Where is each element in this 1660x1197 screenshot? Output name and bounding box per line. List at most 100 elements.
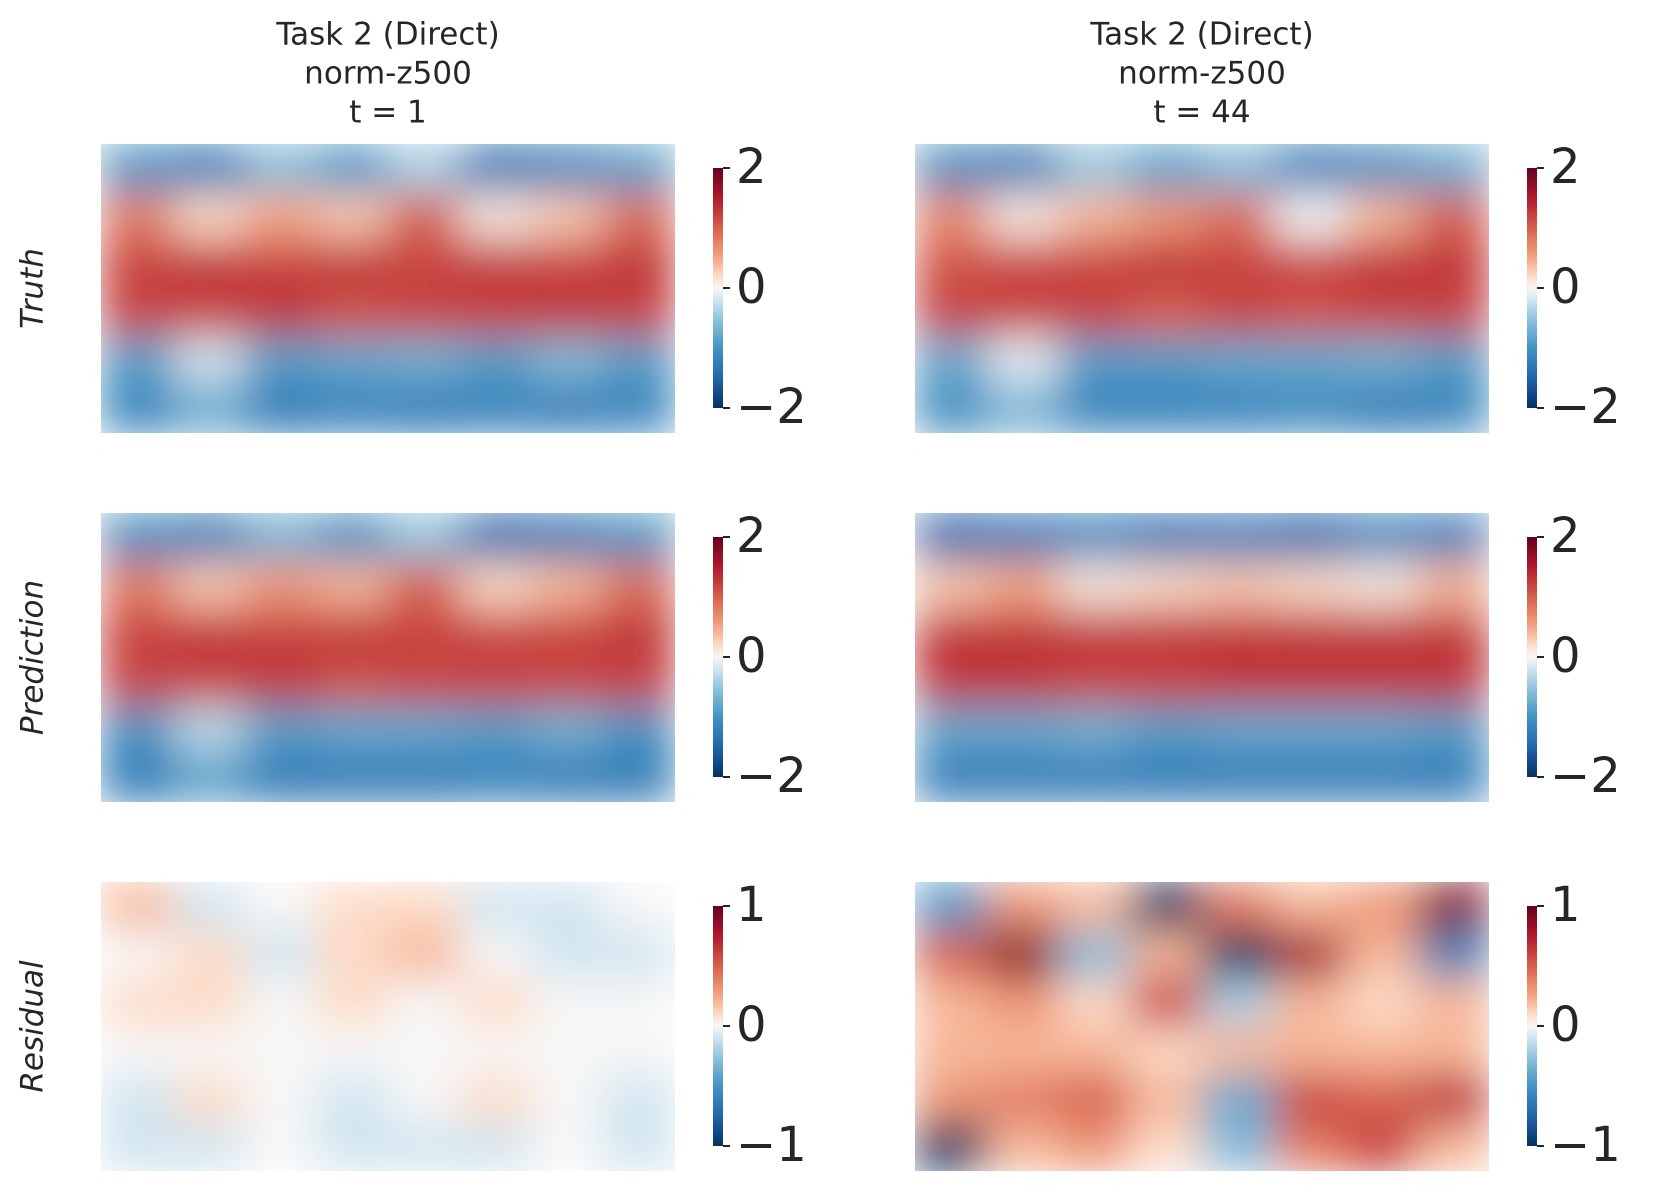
heatmap-cell [1345, 288, 1418, 338]
heatmap-cell [1130, 561, 1203, 610]
heatmap-cell [915, 882, 988, 931]
heatmap-cell [531, 384, 604, 433]
heatmap-cell [1130, 513, 1203, 562]
heatmap-cell [1417, 384, 1489, 433]
heatmap-cell [316, 336, 389, 386]
heatmap-cell [1345, 609, 1418, 658]
heatmap-cell [1058, 561, 1131, 610]
heatmap-cell [388, 1122, 461, 1171]
heatmap-cell [915, 753, 988, 802]
heatmap-cell [1273, 609, 1346, 658]
heatmap-cell [244, 657, 317, 707]
chart-title: Task 2 (Direct) [1089, 17, 1313, 53]
heatmap-cell [172, 705, 245, 755]
heatmap-cell [172, 513, 245, 562]
heatmap-cell [244, 978, 317, 1027]
colorbar-tick-label: −1 [1550, 1117, 1621, 1173]
heatmap-cell [603, 609, 675, 658]
heatmap-cell [388, 882, 461, 931]
heatmap-cell [101, 705, 174, 755]
heatmap-cell [1417, 657, 1489, 707]
heatmap-cell [915, 144, 988, 193]
heatmap-cell [986, 1074, 1059, 1124]
heatmap-cell [1273, 561, 1346, 610]
heatmap-cell [388, 288, 461, 338]
heatmap-cell [1273, 192, 1346, 241]
heatmap-cell [101, 753, 174, 802]
heatmap-cell [1058, 1122, 1131, 1171]
heatmap-cell [1417, 144, 1489, 193]
heatmap-cell [101, 192, 174, 241]
heatmap-cell [1273, 513, 1346, 562]
colorbar [713, 906, 723, 1146]
y-axis-label: Truth [15, 248, 51, 329]
heatmap-cell [915, 930, 988, 979]
heatmap-cell [1130, 1122, 1203, 1171]
heatmap-cell [1202, 1074, 1275, 1124]
heatmap-cell [172, 1074, 245, 1124]
colorbar-tick-label: 1 [736, 877, 767, 933]
colorbar [713, 537, 723, 777]
heatmap-cell [388, 384, 461, 433]
colorbar [1527, 906, 1537, 1146]
heatmap-cell [244, 144, 317, 193]
heatmap-cell [1273, 753, 1346, 802]
heatmap-cell [603, 384, 675, 433]
heatmap-cell [1273, 384, 1346, 433]
heatmap-cell [986, 240, 1059, 289]
heatmap-cell [459, 1074, 532, 1124]
heatmap-cell [1417, 561, 1489, 610]
heatmap-cell [1202, 753, 1275, 802]
heatmap-cell [1058, 144, 1131, 193]
heatmap-cell [1345, 978, 1418, 1027]
heatmap-cell [1202, 882, 1275, 931]
heatmap-cell [603, 882, 675, 931]
heatmap-cell [1202, 657, 1275, 707]
heatmap-cell [1202, 513, 1275, 562]
heatmap-cells [101, 513, 675, 802]
heatmap-cell [459, 753, 532, 802]
heatmap-cell [244, 705, 317, 755]
heatmap-cell [1345, 930, 1418, 979]
heatmap [101, 513, 675, 802]
heatmap-cell [915, 384, 988, 433]
heatmap-cell [459, 882, 532, 931]
heatmap-cell [316, 657, 389, 707]
heatmap-cell [1058, 1026, 1131, 1076]
heatmap-cell [459, 1026, 532, 1076]
heatmap-cell [388, 609, 461, 658]
heatmap-cell [986, 144, 1059, 193]
heatmap-cell [603, 192, 675, 241]
heatmap-cell [1273, 978, 1346, 1027]
colorbar [1527, 168, 1537, 408]
heatmap-cell [388, 513, 461, 562]
heatmap-cell [316, 240, 389, 289]
heatmap-cell [603, 705, 675, 755]
heatmap-cell [915, 192, 988, 241]
heatmap-cell [603, 1026, 675, 1076]
heatmap-cell [1273, 144, 1346, 193]
heatmap-cell [459, 705, 532, 755]
colorbar-tick-label: 0 [736, 259, 767, 315]
heatmap-cell [172, 288, 245, 338]
heatmap-cells [915, 513, 1489, 802]
colorbar-tick-label: 2 [736, 508, 767, 564]
heatmap-cell [1202, 705, 1275, 755]
heatmap-cell [172, 657, 245, 707]
heatmap-cell [244, 930, 317, 979]
heatmap-cell [172, 561, 245, 610]
heatmap [915, 882, 1489, 1171]
colorbar [1527, 537, 1537, 777]
heatmap-cell [1345, 384, 1418, 433]
heatmap-cell [388, 1026, 461, 1076]
colorbar-tick-label: −1 [736, 1117, 807, 1173]
heatmap-cell [459, 657, 532, 707]
heatmap-cell [1130, 240, 1203, 289]
heatmap-cell [388, 753, 461, 802]
heatmap-cell [1202, 336, 1275, 386]
heatmap-cell [459, 1122, 532, 1171]
heatmap-cell [603, 1074, 675, 1124]
heatmap-cell [531, 1074, 604, 1124]
heatmap-cell [1273, 930, 1346, 979]
heatmap-cell [531, 288, 604, 338]
